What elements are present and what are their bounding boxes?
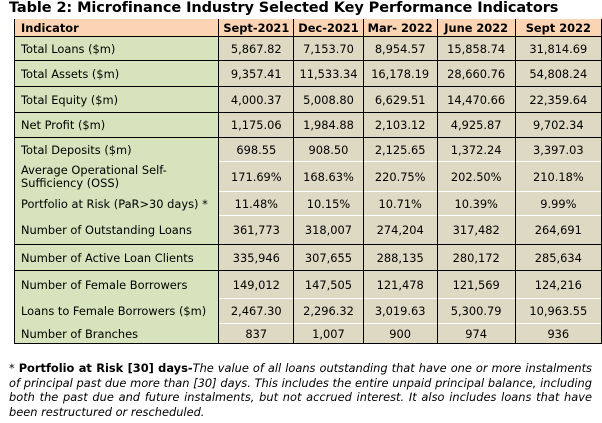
row-label: Number of Active Loan Clients <box>13 244 220 271</box>
table-row: Number of Female Borrowers 149,012 147,505… <box>13 270 602 299</box>
cell-value: 5,008.80 <box>293 86 364 113</box>
cell-value: 9,702.34 <box>514 112 602 138</box>
cell-value: 285,634 <box>514 244 602 271</box>
cell-value: 220.75% <box>362 161 438 192</box>
cell-value: 9,357.41 <box>218 60 295 87</box>
cell-value: 2,103.12 <box>362 112 438 138</box>
cell-value: 168.63% <box>293 161 364 192</box>
table-row: Number of Branches 837 1,007 900 974 936 <box>13 323 602 344</box>
cell-value: 1,984.88 <box>293 112 364 138</box>
cell-value: 5,300.79 <box>436 298 516 324</box>
table-row: Total Deposits ($m) 698.55 908.50 2,125.65 1… <box>13 137 602 162</box>
row-label: Total Loans ($m) <box>13 36 220 61</box>
cell-value: 121,478 <box>362 270 438 299</box>
cell-value: 6,629.51 <box>362 86 438 113</box>
table-row: Loans to Female Borrowers ($m) 2,467.30 2,… <box>13 298 602 324</box>
cell-value: 10.39% <box>436 191 516 216</box>
cell-value: 5,867.82 <box>218 36 295 61</box>
cell-value: 4,000.37 <box>218 86 295 113</box>
cell-value: 335,946 <box>218 244 295 271</box>
cell-value: 149,012 <box>218 270 295 299</box>
footnote-marker: * <box>9 361 19 375</box>
row-label: Total Assets ($m) <box>13 60 220 87</box>
cell-value: 31,814.69 <box>514 36 602 61</box>
cell-value: 2,125.65 <box>362 137 438 162</box>
cell-value: 1,372.24 <box>436 137 516 162</box>
cell-value: 8,954.57 <box>362 36 438 61</box>
cell-value: 936 <box>514 323 602 344</box>
cell-value: 54,808.24 <box>514 60 602 87</box>
cell-value: 124,216 <box>514 270 602 299</box>
footnote-definition: The value of all loans outstanding that … <box>9 361 592 419</box>
row-label: Total Deposits ($m) <box>13 137 220 162</box>
cell-value: 361,773 <box>218 215 295 245</box>
table-row: Total Loans ($m) 5,867.82 7,153.70 8,954.57… <box>13 36 602 61</box>
row-label: Number of Outstanding Loans <box>13 215 220 245</box>
column-header-sept-2021: Sept-2021 <box>218 19 295 37</box>
table-row: Total Assets ($m) 9,357.41 11,533.34 16,178… <box>13 60 602 87</box>
table-row: Average Operational Self-Sufficiency (OS… <box>13 161 602 192</box>
kpi-table: Indicator Sept-2021 Dec-2021 Mar- 2022 J… <box>13 19 602 344</box>
cell-value: 11.48% <box>218 191 295 216</box>
cell-value: 318,007 <box>293 215 364 245</box>
cell-value: 14,470.66 <box>436 86 516 113</box>
cell-value: 307,655 <box>293 244 364 271</box>
cell-value: 837 <box>218 323 295 344</box>
row-label: Loans to Female Borrowers ($m) <box>13 298 220 324</box>
cell-value: 1,007 <box>293 323 364 344</box>
cell-value: 2,467.30 <box>218 298 295 324</box>
table-row: Total Equity ($m) 4,000.37 5,008.80 6,629.5… <box>13 86 602 113</box>
table-header-row: Indicator Sept-2021 Dec-2021 Mar- 2022 J… <box>13 19 602 37</box>
cell-value: 264,691 <box>514 215 602 245</box>
cell-value: 15,858.74 <box>436 36 516 61</box>
cell-value: 147,505 <box>293 270 364 299</box>
cell-value: 3,397.03 <box>514 137 602 162</box>
column-header-mar-2022: Mar- 2022 <box>362 19 438 37</box>
row-label: Net Profit ($m) <box>13 112 220 138</box>
table-row: Number of Outstanding Loans 361,773 318,00… <box>13 215 602 245</box>
cell-value: 3,019.63 <box>362 298 438 324</box>
cell-value: 202.50% <box>436 161 516 192</box>
cell-value: 210.18% <box>514 161 602 192</box>
cell-value: 274,204 <box>362 215 438 245</box>
cell-value: 11,533.34 <box>293 60 364 87</box>
column-header-june-2022: June 2022 <box>436 19 516 37</box>
cell-value: 4,925.87 <box>436 112 516 138</box>
footnote-term: Portfolio at Risk [30] days- <box>18 361 193 375</box>
column-header-sept-2022: Sept 2022 <box>514 19 602 37</box>
column-header-indicator: Indicator <box>13 19 220 37</box>
table-row: Portfolio at Risk (PaR>30 days) * 11.48% 1… <box>13 191 602 216</box>
cell-value: 171.69% <box>218 161 295 192</box>
cell-value: 974 <box>436 323 516 344</box>
table-row: Number of Active Loan Clients 335,946 307,… <box>13 244 602 271</box>
cell-value: 908.50 <box>293 137 364 162</box>
table-row: Net Profit ($m) 1,175.06 1,984.88 2,103.12 4… <box>13 112 602 138</box>
row-label: Average Operational Self-Sufficiency (OS… <box>13 161 220 192</box>
cell-value: 280,172 <box>436 244 516 271</box>
cell-value: 16,178.19 <box>362 60 438 87</box>
cell-value: 900 <box>362 323 438 344</box>
row-label: Total Equity ($m) <box>13 86 220 113</box>
cell-value: 1,175.06 <box>218 112 295 138</box>
column-header-dec-2021: Dec-2021 <box>293 19 364 37</box>
cell-value: 28,660.76 <box>436 60 516 87</box>
cell-value: 288,135 <box>362 244 438 271</box>
row-label: Portfolio at Risk (PaR>30 days) * <box>13 191 220 216</box>
cell-value: 10.71% <box>362 191 438 216</box>
footnote: * Portfolio at Risk [30] days-The value … <box>9 361 592 419</box>
table-title: Table 2: Microfinance Industry Selected … <box>9 0 559 16</box>
cell-value: 10,963.55 <box>514 298 602 324</box>
cell-value: 10.15% <box>293 191 364 216</box>
cell-value: 317,482 <box>436 215 516 245</box>
cell-value: 22,359.64 <box>514 86 602 113</box>
cell-value: 121,569 <box>436 270 516 299</box>
cell-value: 9.99% <box>514 191 602 216</box>
row-label: Number of Branches <box>13 323 220 344</box>
cell-value: 2,296.32 <box>293 298 364 324</box>
cell-value: 698.55 <box>218 137 295 162</box>
cell-value: 7,153.70 <box>293 36 364 61</box>
row-label: Number of Female Borrowers <box>13 270 220 299</box>
